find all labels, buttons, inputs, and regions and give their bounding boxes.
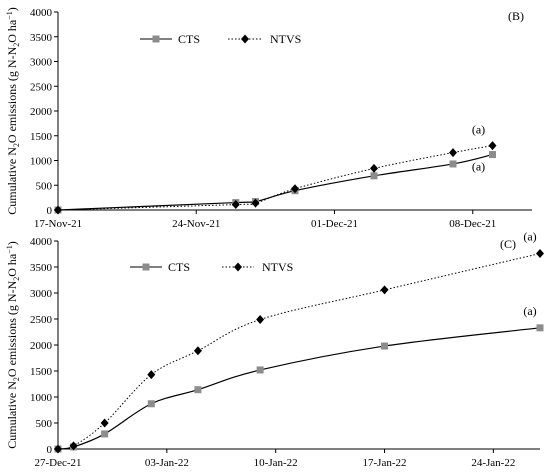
x-tick-label: 01-Dec-21 (311, 218, 358, 230)
y-tick-label: 2500 (30, 314, 53, 326)
chart-panel-c: 0 500 1000 1500 2000 2500 3000 3500 4000 27-Dec-2… (5, 229, 544, 469)
y-axis-label: Cumulative N2O emissions (g N-N2O ha−1) (5, 7, 21, 215)
y-tick-label: 2000 (30, 106, 53, 118)
panel-label: (C) (500, 237, 516, 251)
y-tick-label: 4000 (30, 7, 53, 19)
x-tick-label: 10-Jan-22 (254, 457, 298, 469)
y-axis-label-part: Cumulative N (5, 147, 19, 215)
data-point-cts (449, 160, 457, 168)
y-tick-label: 1500 (30, 131, 53, 143)
y-axis-label-part: 2 (12, 143, 21, 147)
x-tick-label: 03-Jan-22 (145, 457, 189, 469)
y-tick-label: 500 (36, 180, 53, 192)
data-point-cts (370, 172, 378, 180)
y-tick-label: 0 (47, 205, 53, 217)
y-tick-label: 1000 (30, 392, 53, 404)
data-point-cts (381, 342, 389, 350)
data-point-ntvs (231, 200, 240, 210)
data-point-ntvs (256, 315, 265, 325)
y-tick-label: 3500 (30, 262, 53, 274)
series-line-cts (57, 327, 541, 450)
y-axis-label: Cumulative N2O emissions (g N-N2O ha−1) (5, 241, 21, 449)
series-line-cts (57, 153, 493, 211)
data-point-cts (256, 366, 264, 374)
x-tick-label: 17-Jan-22 (363, 457, 407, 469)
y-axis-label-part: ) (5, 7, 19, 11)
data-point-cts (101, 430, 109, 438)
y-axis-label-part: O ha (5, 19, 19, 43)
y-tick-label: 0 (47, 444, 53, 456)
y-axis-label-part: O ha (5, 253, 19, 277)
x-tick-label: 24-Jan-22 (471, 457, 515, 469)
data-point-ntvs (100, 418, 109, 428)
y-axis-label-part: −1 (5, 11, 14, 20)
chart-panel-b: 0 500 1000 1500 2000 2500 3000 3500 4000 17-Nov-2… (5, 7, 532, 230)
series-annotation-ntvs: (a) (523, 229, 536, 243)
y-axis-label-part: 2 (12, 377, 21, 381)
data-point-ntvs (536, 248, 544, 258)
series-line-ntvs (57, 145, 493, 211)
legend-marker-ntvs (241, 34, 249, 44)
data-point-ntvs (449, 148, 457, 158)
y-tick-label: 2500 (30, 81, 53, 93)
legend-marker-ntvs (234, 262, 242, 272)
data-point-ntvs (488, 141, 497, 151)
y-tick-label: 500 (36, 418, 53, 430)
legend-marker-cts (152, 35, 160, 43)
series-annotation-cts: (a) (523, 304, 536, 318)
legend-label-ntvs: NTVS (262, 260, 293, 274)
data-point-ntvs (370, 163, 378, 173)
x-tick-label: 27-Dec-21 (34, 457, 81, 469)
x-tick-label: 17-Nov-21 (34, 218, 82, 230)
data-point-ntvs (251, 198, 260, 208)
data-point-cts (536, 324, 544, 332)
y-tick-label: 1000 (30, 156, 53, 168)
legend-label-cts: CTS (168, 260, 190, 274)
data-point-cts (147, 400, 155, 408)
y-tick-label: 3500 (30, 32, 53, 44)
y-tick-label: 4000 (30, 236, 53, 248)
data-point-cts (194, 386, 202, 394)
y-tick-label: 2000 (30, 340, 53, 352)
data-point-ntvs (54, 444, 62, 454)
series-annotation-cts: (a) (472, 160, 485, 174)
y-tick-label: 3000 (30, 288, 53, 300)
legend-marker-cts (142, 263, 150, 271)
y-axis-label-part: ) (5, 241, 19, 245)
x-tick-label: 08-Dec-21 (449, 218, 496, 230)
y-axis-label-part: O emissions (g N-N (5, 46, 19, 143)
data-point-ntvs (147, 370, 156, 380)
data-point-ntvs (54, 205, 62, 215)
x-tick-label: 24-Nov-21 (172, 218, 220, 230)
series-line-ntvs (57, 252, 541, 450)
legend-label-cts: CTS (178, 32, 200, 46)
y-tick-label: 1500 (30, 366, 53, 378)
data-point-cts (489, 151, 496, 159)
data-point-ntvs (69, 441, 78, 451)
y-axis-label-part: Cumulative N (5, 381, 19, 449)
data-point-ntvs (380, 285, 389, 295)
y-axis-label-part: −1 (5, 245, 14, 254)
data-point-ntvs (193, 346, 202, 356)
y-axis-label-part: 2 (12, 43, 21, 47)
y-tick-label: 3000 (30, 57, 53, 69)
legend-label-ntvs: NTVS (270, 32, 301, 46)
panel-label: (B) (508, 9, 524, 23)
y-axis-label-part: 2 (12, 277, 21, 281)
data-point-ntvs (291, 184, 299, 194)
series-annotation-ntvs: (a) (472, 123, 485, 137)
y-axis-label-part: O emissions (g N-N (5, 280, 19, 377)
